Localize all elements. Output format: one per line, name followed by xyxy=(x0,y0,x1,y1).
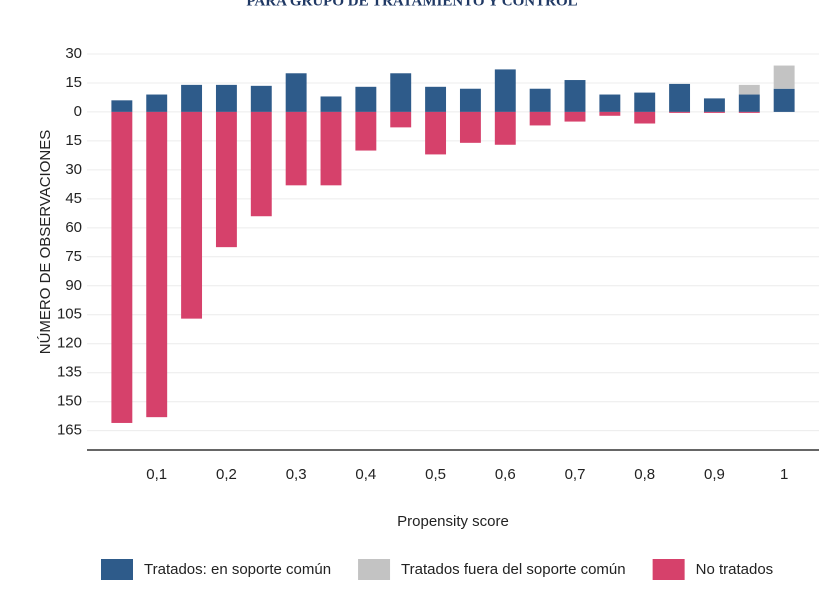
chart-title: PARA GRUPO DE TRATAMIENTO Y CONTROL xyxy=(246,0,577,9)
bar xyxy=(459,111,481,143)
bar xyxy=(111,111,133,423)
x-tick-label: 0,4 xyxy=(355,466,376,483)
bar xyxy=(773,65,795,89)
bar xyxy=(738,84,760,95)
bar xyxy=(285,111,307,186)
legend-label: Tratados: en soporte común xyxy=(144,561,331,578)
y-tick-label: 15 xyxy=(65,74,82,91)
x-tick-label: 0,8 xyxy=(634,466,655,483)
bar xyxy=(634,111,656,124)
x-tick-label: 0,7 xyxy=(565,466,586,483)
y-tick-label: 0 xyxy=(74,103,82,120)
bar xyxy=(529,88,551,112)
bar xyxy=(320,96,342,112)
y-tick-label: 30 xyxy=(65,161,82,178)
bar xyxy=(146,111,168,418)
y-axis-label: NÚMERO DE OBSERVACIONES xyxy=(37,130,54,355)
bar xyxy=(599,111,621,116)
bar xyxy=(599,94,621,112)
bar xyxy=(355,86,377,112)
y-tick-label: 90 xyxy=(65,277,82,294)
x-tick-label: 0,1 xyxy=(146,466,167,483)
legend-swatch xyxy=(101,559,133,580)
bar xyxy=(703,98,725,112)
bar xyxy=(390,111,412,128)
bar xyxy=(111,100,133,112)
y-tick-label: 15 xyxy=(65,132,82,149)
bar xyxy=(355,111,377,151)
legend-swatch xyxy=(358,559,391,580)
bar xyxy=(529,111,551,126)
bar xyxy=(669,111,691,113)
y-tick-label: 75 xyxy=(65,248,82,265)
bar xyxy=(215,84,237,112)
y-tick-label: 135 xyxy=(57,364,82,381)
bar xyxy=(669,83,691,112)
bar xyxy=(320,111,342,186)
bar xyxy=(250,85,272,112)
y-tick-label: 30 xyxy=(65,45,82,62)
bar xyxy=(425,111,447,155)
x-tick-label: 0,6 xyxy=(495,466,516,483)
bar xyxy=(459,88,481,112)
x-axis-label: Propensity score xyxy=(397,513,509,530)
bar xyxy=(494,111,516,145)
legend-swatch xyxy=(652,559,685,580)
bar xyxy=(634,92,656,112)
x-tick-label: 0,5 xyxy=(425,466,446,483)
bar xyxy=(494,69,516,112)
x-tick-label: 0,9 xyxy=(704,466,725,483)
bar xyxy=(250,111,272,217)
y-tick-label: 165 xyxy=(57,422,82,439)
legend-label: Tratados fuera del soporte común xyxy=(401,561,626,578)
y-tick-label: 45 xyxy=(65,190,82,207)
bar xyxy=(738,111,760,113)
bar xyxy=(738,94,760,112)
legend-label: No tratados xyxy=(696,561,774,578)
bar xyxy=(181,111,203,319)
x-tick-label: 0,3 xyxy=(286,466,307,483)
bar xyxy=(425,86,447,112)
bar xyxy=(703,111,725,113)
bar xyxy=(390,73,412,112)
bar xyxy=(564,111,586,122)
bar xyxy=(181,84,203,112)
bar xyxy=(215,111,237,248)
bar xyxy=(285,73,307,112)
x-tick-label: 0,2 xyxy=(216,466,237,483)
bar xyxy=(146,94,168,112)
y-tick-label: 60 xyxy=(65,219,82,236)
bar xyxy=(564,80,586,112)
y-tick-label: 105 xyxy=(57,306,82,323)
y-tick-label: 120 xyxy=(57,335,82,352)
y-tick-label: 150 xyxy=(57,393,82,410)
bar xyxy=(773,88,795,112)
x-tick-label: 1 xyxy=(780,466,788,483)
